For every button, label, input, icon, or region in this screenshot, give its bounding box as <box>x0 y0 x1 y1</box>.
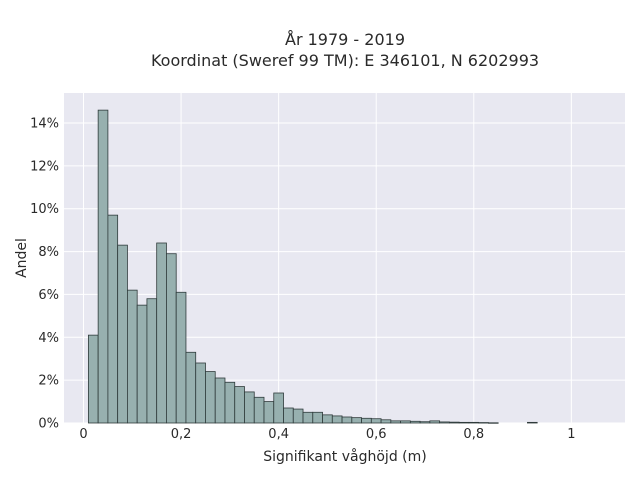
histogram-bar <box>380 419 392 424</box>
histogram-bar <box>156 242 167 424</box>
histogram-bar <box>302 411 314 424</box>
histogram-bar <box>331 415 343 424</box>
histogram-bar <box>458 421 470 424</box>
histogram-bar <box>195 362 206 424</box>
x-axis-ticks: 0 0,2 0,4 0,6 0,8 1 <box>79 427 575 442</box>
histogram-bar <box>273 392 284 424</box>
x-tick-label: 0,2 <box>171 427 192 442</box>
histogram-bar <box>127 289 138 424</box>
y-tick-label: 6% <box>38 288 59 303</box>
histogram-bar <box>166 253 177 424</box>
histogram-bar <box>107 214 119 424</box>
histogram-bar <box>292 408 304 424</box>
chart-title-line1: År 1979 - 2019 <box>285 30 405 49</box>
histogram-bar <box>439 421 450 424</box>
histogram-bar <box>322 414 333 424</box>
histogram-bar <box>214 377 226 424</box>
histogram-bar <box>224 381 236 424</box>
y-tick-label: 4% <box>38 331 59 346</box>
y-tick-label: 10% <box>30 202 59 217</box>
x-tick-label: 0 <box>79 427 87 442</box>
histogram-bar <box>370 418 382 424</box>
histogram-bar <box>117 244 128 424</box>
histogram-bar <box>419 421 431 424</box>
histogram-bar <box>478 422 489 424</box>
x-tick-label: 0,4 <box>268 427 289 442</box>
histogram-bar <box>136 304 148 424</box>
histogram-bar <box>400 420 411 424</box>
histogram-bar <box>185 351 197 424</box>
histogram-bar <box>253 396 265 424</box>
histogram-bar <box>488 422 499 424</box>
histogram-bar <box>429 420 441 424</box>
histogram-bar <box>361 417 372 424</box>
y-tick-label: 8% <box>38 245 59 260</box>
x-tick-label: 1 <box>567 427 575 442</box>
x-axis-label: Signifikant våghöjd (m) <box>263 448 426 465</box>
y-axis-ticks: 0% 2% 4% 6% 8% 10% 12% 14% <box>30 117 59 432</box>
histogram-bar <box>351 417 362 424</box>
histogram-bar <box>527 421 538 424</box>
histogram-bar <box>390 420 401 424</box>
y-tick-label: 14% <box>30 117 59 132</box>
histogram-bar <box>468 421 480 424</box>
chart-title-line2: Koordinat (Sweref 99 TM): E 346101, N 62… <box>151 51 539 70</box>
y-tick-label: 2% <box>38 374 59 389</box>
histogram-bar <box>341 416 353 424</box>
histogram-bar <box>244 391 255 424</box>
histogram-bar <box>283 407 294 424</box>
histogram-bar <box>146 298 158 424</box>
histogram-bar <box>312 411 323 424</box>
histogram-bar <box>87 334 99 424</box>
y-tick-label: 12% <box>30 159 59 174</box>
y-axis-label: Andel <box>14 238 30 278</box>
histogram-bar <box>409 420 421 424</box>
histogram-bar <box>448 421 460 424</box>
x-tick-label: 0,8 <box>463 427 484 442</box>
histogram-bar <box>234 386 245 424</box>
x-tick-label: 0,6 <box>366 427 387 442</box>
histogram-bar <box>97 109 109 424</box>
histogram-bar <box>175 291 187 424</box>
histogram-bar <box>263 401 275 424</box>
bars <box>87 109 538 424</box>
histogram-bar <box>205 371 216 424</box>
y-tick-label: 0% <box>38 417 59 432</box>
